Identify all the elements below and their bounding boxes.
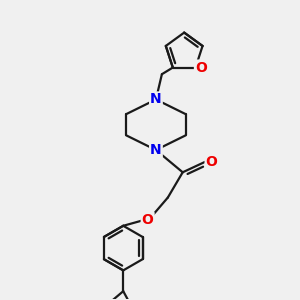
Text: O: O (195, 61, 207, 74)
Text: N: N (150, 92, 162, 106)
Text: N: N (150, 143, 162, 157)
Text: O: O (206, 155, 218, 169)
Text: O: O (142, 213, 154, 227)
